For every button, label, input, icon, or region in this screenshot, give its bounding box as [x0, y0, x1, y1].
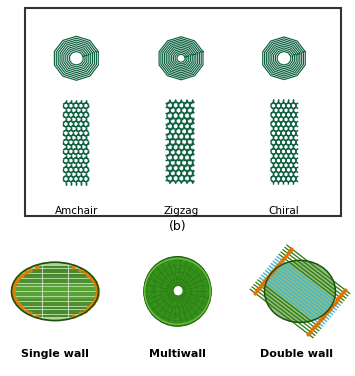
Bar [271, 101, 297, 183]
Text: Zigzag: Zigzag [163, 206, 199, 216]
Text: Single wall: Single wall [21, 349, 89, 359]
Bar [167, 101, 195, 183]
Text: (b): (b) [169, 220, 186, 233]
Ellipse shape [264, 260, 335, 322]
Ellipse shape [174, 287, 182, 295]
Bar [64, 101, 89, 183]
Text: Amchair: Amchair [55, 206, 98, 216]
Text: Double wall: Double wall [260, 349, 333, 359]
Ellipse shape [12, 262, 98, 320]
Bar [25, 8, 341, 216]
Text: Chiral: Chiral [269, 206, 299, 216]
Text: Multiwall: Multiwall [149, 349, 206, 359]
Ellipse shape [12, 262, 98, 320]
Ellipse shape [144, 256, 211, 326]
Ellipse shape [264, 260, 335, 322]
